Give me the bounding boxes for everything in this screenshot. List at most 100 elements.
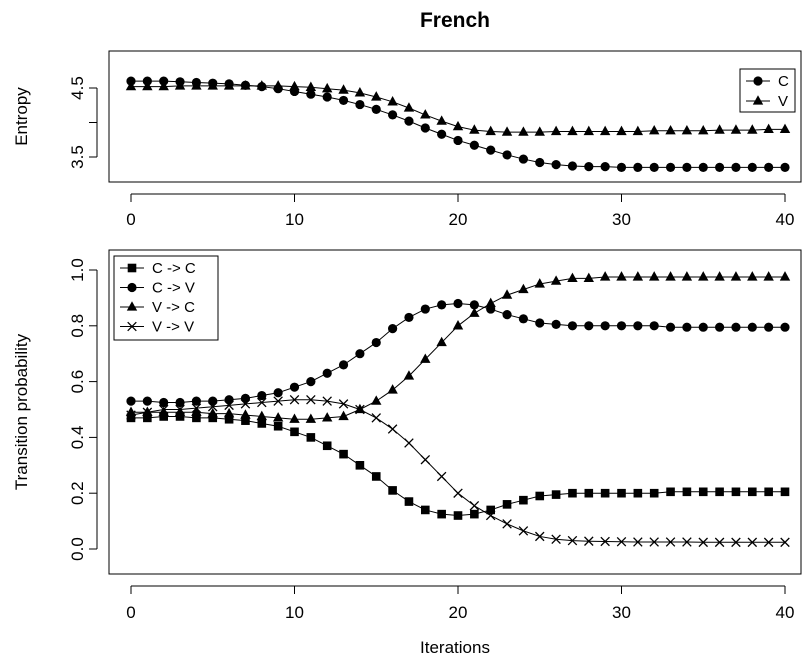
data-point bbox=[142, 396, 152, 406]
data-point bbox=[616, 536, 627, 547]
data-point bbox=[256, 410, 267, 421]
data-point bbox=[682, 537, 692, 547]
data-point bbox=[714, 271, 725, 281]
data-point bbox=[289, 382, 300, 392]
data-point bbox=[747, 271, 758, 281]
data-point bbox=[355, 99, 365, 110]
data-point bbox=[730, 124, 742, 134]
y-axis-label: Transition probability bbox=[12, 333, 31, 490]
data-point bbox=[421, 505, 430, 515]
data-point bbox=[616, 271, 627, 281]
data-point bbox=[535, 318, 545, 328]
data-point bbox=[404, 438, 414, 448]
legend-marker bbox=[127, 263, 137, 273]
data-point bbox=[338, 360, 349, 370]
data-point bbox=[125, 406, 137, 416]
data-point bbox=[469, 307, 480, 317]
data-point bbox=[387, 384, 398, 394]
x-tick-label: 0 bbox=[126, 603, 135, 622]
data-point bbox=[535, 491, 545, 501]
data-point bbox=[617, 488, 626, 498]
data-point bbox=[387, 96, 398, 106]
data-point bbox=[208, 396, 218, 406]
series-line bbox=[131, 302, 785, 404]
data-point bbox=[158, 80, 169, 91]
data-point bbox=[665, 537, 676, 547]
legend-entry-v: V bbox=[746, 93, 788, 110]
data-point bbox=[159, 412, 168, 421]
legend: CV bbox=[739, 68, 796, 113]
data-point bbox=[338, 84, 349, 94]
data-point bbox=[731, 162, 741, 172]
data-point bbox=[175, 412, 185, 421]
series-c-c bbox=[126, 412, 790, 520]
data-point bbox=[764, 487, 773, 497]
entropy-panel: 0 10 20 30 40 3.5 4.5 Entropy CV bbox=[12, 50, 802, 229]
data-point bbox=[403, 370, 415, 380]
data-point bbox=[633, 162, 643, 172]
data-point bbox=[339, 449, 348, 459]
data-point bbox=[273, 421, 283, 431]
data-point bbox=[289, 80, 300, 91]
data-point bbox=[240, 80, 251, 90]
data-point bbox=[534, 278, 545, 288]
data-point bbox=[453, 135, 463, 146]
y-tick-label: 0.6 bbox=[68, 370, 87, 394]
data-point bbox=[518, 126, 529, 136]
data-point bbox=[485, 510, 496, 521]
data-point bbox=[241, 416, 250, 425]
data-point bbox=[501, 289, 513, 299]
data-point bbox=[322, 396, 332, 406]
data-point bbox=[779, 123, 791, 134]
data-point bbox=[207, 80, 218, 90]
series-v-c bbox=[125, 271, 791, 423]
data-point bbox=[780, 322, 790, 332]
data-point bbox=[126, 396, 136, 406]
data-point bbox=[649, 321, 659, 331]
data-point bbox=[256, 80, 267, 90]
data-point bbox=[191, 80, 202, 90]
data-point bbox=[322, 92, 332, 102]
legend-label: C -> C bbox=[152, 260, 196, 277]
data-point bbox=[208, 413, 218, 423]
data-point bbox=[224, 400, 234, 411]
plot-frame bbox=[108, 249, 802, 575]
legend-entry-c-v: C -> V bbox=[120, 280, 195, 297]
data-point bbox=[731, 487, 741, 497]
data-point bbox=[649, 271, 660, 281]
y-tick-label: 4.5 bbox=[68, 76, 87, 100]
data-point bbox=[698, 124, 709, 135]
data-point bbox=[682, 487, 692, 497]
data-point bbox=[305, 81, 317, 91]
data-point bbox=[191, 406, 202, 416]
data-point bbox=[272, 80, 284, 90]
data-point bbox=[486, 505, 495, 515]
data-point bbox=[355, 461, 365, 470]
data-point bbox=[306, 89, 316, 99]
data-point bbox=[306, 377, 316, 387]
data-point bbox=[126, 410, 136, 420]
data-point bbox=[715, 162, 725, 172]
data-point bbox=[518, 526, 529, 536]
data-point bbox=[649, 537, 659, 547]
data-point bbox=[502, 519, 512, 529]
data-point bbox=[142, 407, 153, 418]
transition-probability-panel: 0 10 20 30 40 0.0 0.2 0.4 0.6 0.8 1.0 Transition pr… bbox=[12, 249, 802, 622]
data-point bbox=[550, 125, 562, 136]
data-point bbox=[388, 486, 397, 495]
data-point bbox=[616, 162, 627, 172]
legend-marker bbox=[127, 321, 137, 332]
data-point bbox=[485, 297, 496, 308]
x-tick-label: 30 bbox=[612, 210, 631, 229]
data-point bbox=[600, 162, 610, 172]
data-point bbox=[289, 394, 300, 405]
data-point bbox=[290, 427, 299, 437]
data-point bbox=[698, 537, 709, 548]
data-point bbox=[616, 321, 627, 331]
data-point bbox=[535, 157, 545, 168]
data-point bbox=[666, 487, 675, 497]
data-point bbox=[780, 487, 790, 497]
data-point bbox=[567, 272, 578, 283]
data-point bbox=[420, 304, 430, 314]
data-point bbox=[763, 271, 774, 281]
